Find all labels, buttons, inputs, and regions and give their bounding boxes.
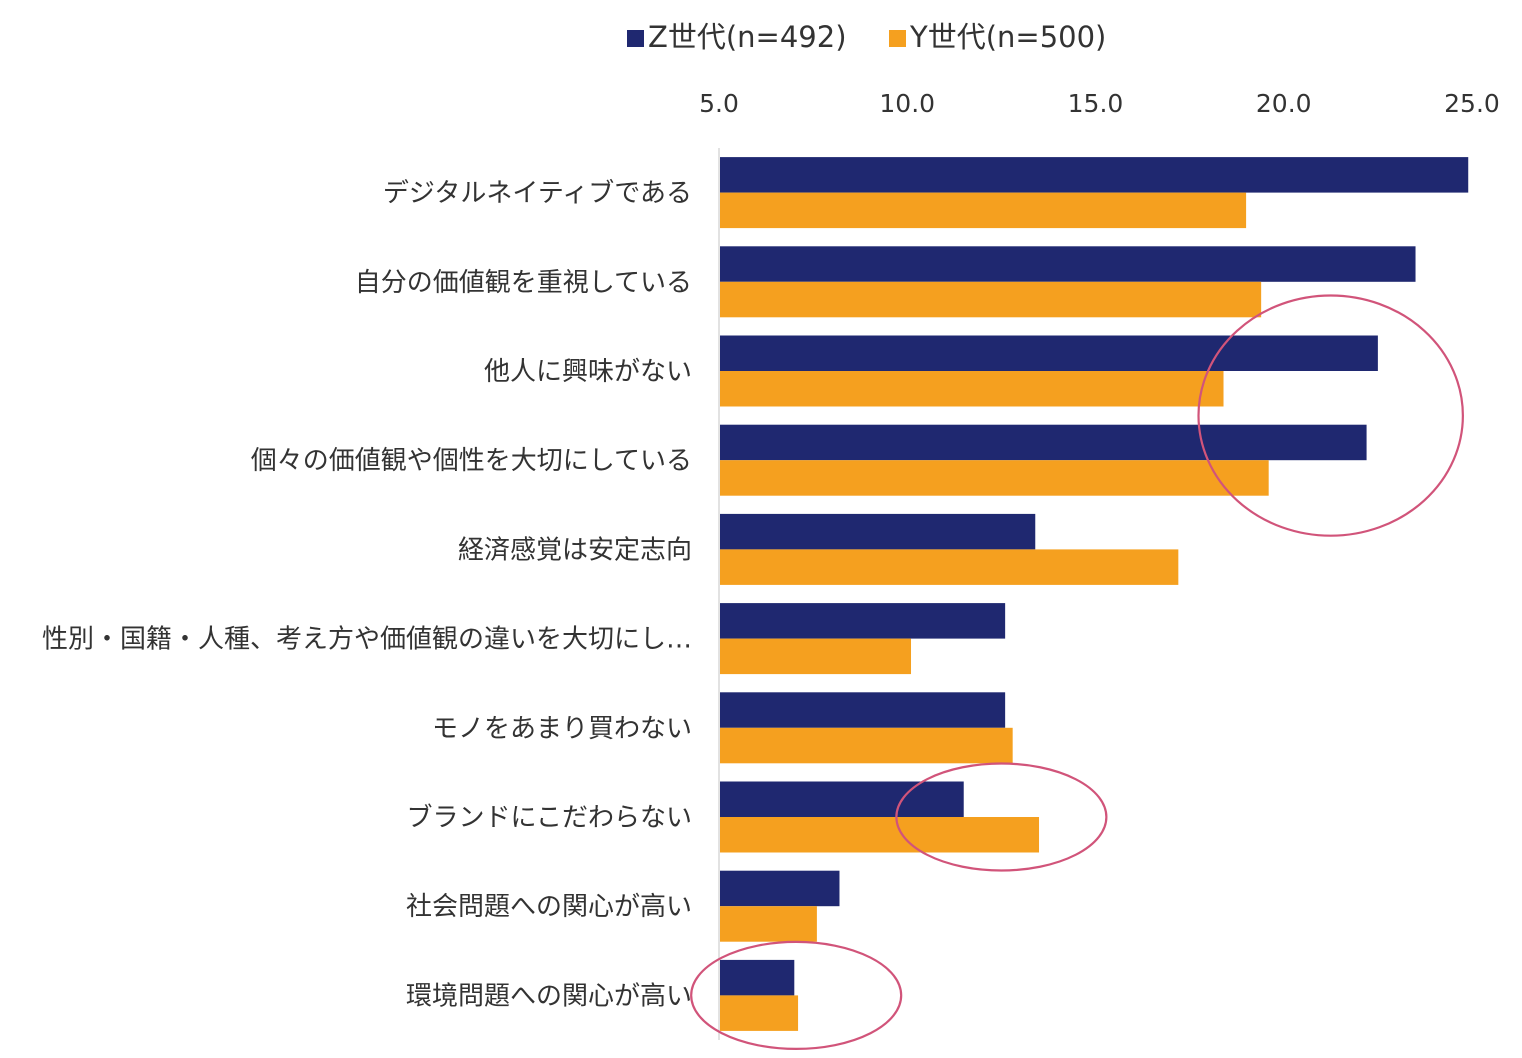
- bar-y-generation-10: [720, 995, 799, 1031]
- legend-label-z-generation: Z世代(n=492): [648, 20, 847, 54]
- category-label-2: 自分の価値観を重視している: [355, 268, 692, 298]
- category-label-9: 社会問題への関心が高い: [406, 892, 692, 922]
- highlight-ellipse-1: [1197, 294, 1464, 537]
- bar-y-generation-6: [720, 638, 912, 675]
- category-label-10: 環境問題への関心が高い: [406, 981, 692, 1011]
- bars-group: [720, 157, 1469, 1031]
- category-label-3: 他人に興味がない: [484, 357, 692, 387]
- legend-swatch-y-generation: [889, 30, 906, 47]
- bar-y-generation-4: [720, 460, 1269, 496]
- category-label-4: 個々の価値観や個性を大切にしている: [251, 446, 692, 476]
- tick-label-15-0: 15.0: [1068, 89, 1124, 118]
- legend: Z世代(n=492) Y世代(n=500): [627, 20, 1106, 54]
- legend-label-y-generation: Y世代(n=500): [909, 20, 1106, 54]
- bar-y-generation-2: [720, 281, 1262, 318]
- highlight-annotations: [690, 294, 1464, 1051]
- legend-swatch-z-generation: [627, 30, 644, 47]
- bar-y-generation-8: [720, 817, 1040, 853]
- value-axis: 5.0 10.0 15.0 20.0 25.0: [699, 89, 1500, 118]
- bar-z-generation-2: [720, 246, 1416, 282]
- bar-z-generation-7: [720, 692, 1006, 728]
- tick-label-25-0: 25.0: [1444, 89, 1500, 118]
- category-label-1: デジタルネイティブである: [383, 179, 692, 209]
- bar-y-generation-5: [720, 549, 1179, 585]
- tick-label-20-0: 20.0: [1256, 89, 1312, 118]
- highlight-ellipse-3: [690, 940, 903, 1051]
- bar-z-generation-10: [720, 959, 795, 996]
- category-label-5: 経済感覚は安定志向: [458, 535, 692, 565]
- category-label-8: ブランドにこだわらない: [407, 803, 692, 833]
- bar-z-generation-6: [720, 603, 1006, 639]
- bar-z-generation-3: [720, 335, 1378, 371]
- category-labels: デジタルネイティブである自分の価値観を重視している他人に興味がない個々の価値観や…: [42, 179, 692, 1012]
- category-label-7: モノをあまり買わない: [432, 714, 692, 744]
- tick-label-10-0: 10.0: [879, 89, 935, 118]
- highlight-ellipse-2: [895, 762, 1108, 872]
- bar-z-generation-9: [720, 870, 840, 907]
- bar-z-generation-5: [720, 513, 1036, 550]
- bar-y-generation-9: [720, 906, 817, 942]
- bar-y-generation-7: [720, 727, 1013, 764]
- category-label-6: 性別・国籍・人種、考え方や価値観の違いを大切にし…: [42, 625, 692, 655]
- bar-z-generation-1: [720, 157, 1469, 193]
- bar-z-generation-4: [720, 424, 1367, 461]
- bar-z-generation-8: [720, 781, 964, 817]
- bar-y-generation-1: [720, 192, 1247, 229]
- bar-y-generation-3: [720, 371, 1224, 407]
- tick-label-5-0: 5.0: [699, 89, 739, 118]
